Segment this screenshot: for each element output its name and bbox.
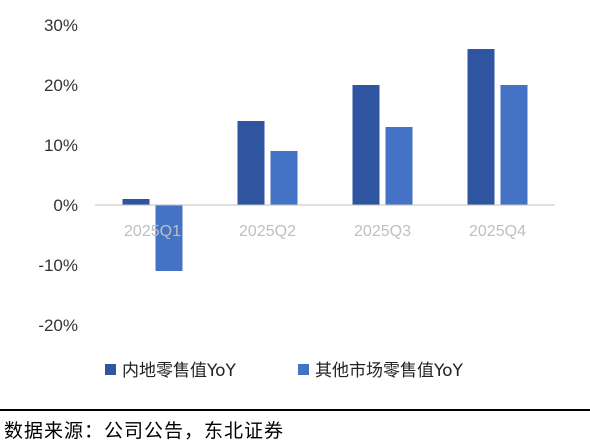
bar-series-2-2025Q2 [270,151,298,205]
bar-chart: 30%20%10%0%-10%-20% 2025Q1 2025Q2 2025Q3 20… [38,16,555,381]
category-label: 2025Q1 [124,223,181,240]
legend-label-1: 内地零售值YoY [122,361,237,381]
bar-series-1-2025Q2 [237,121,265,205]
bar-series-1-2025Q4 [467,49,495,205]
category-labels: 2025Q1 2025Q2 2025Q3 2025Q4 [124,223,526,240]
category-label: 2025Q2 [239,223,296,240]
legend-swatch-1 [105,364,116,375]
y-tick-label: -10% [38,256,78,275]
legend-label-2: 其他市场零售值YoY [315,361,464,381]
y-tick-label: 10% [44,136,78,155]
bar-series-2-2025Q1 [155,205,183,271]
source-note: 数据来源：公司公告，东北证券 [4,420,285,442]
bar-series-1-2025Q3 [352,85,380,205]
y-axis-ticks: 30% 20% 10% 0% -10% -20% [38,16,78,335]
y-tick-label: 30% [44,16,78,35]
bars-group [122,49,528,271]
y-tick-label: -20% [38,316,78,335]
legend: 内地零售值YoY 其他市场零售值YoY [105,361,464,381]
legend-swatch-2 [298,364,309,375]
bar-series-1-2025Q1 [122,199,150,205]
category-label: 2025Q4 [469,223,526,240]
y-tick-label: 20% [44,76,78,95]
y-tick-label: 0% [53,196,78,215]
bar-series-2-2025Q4 [500,85,528,205]
category-label: 2025Q3 [354,223,411,240]
footer-divider [0,409,590,411]
bar-series-2-2025Q3 [385,127,413,205]
